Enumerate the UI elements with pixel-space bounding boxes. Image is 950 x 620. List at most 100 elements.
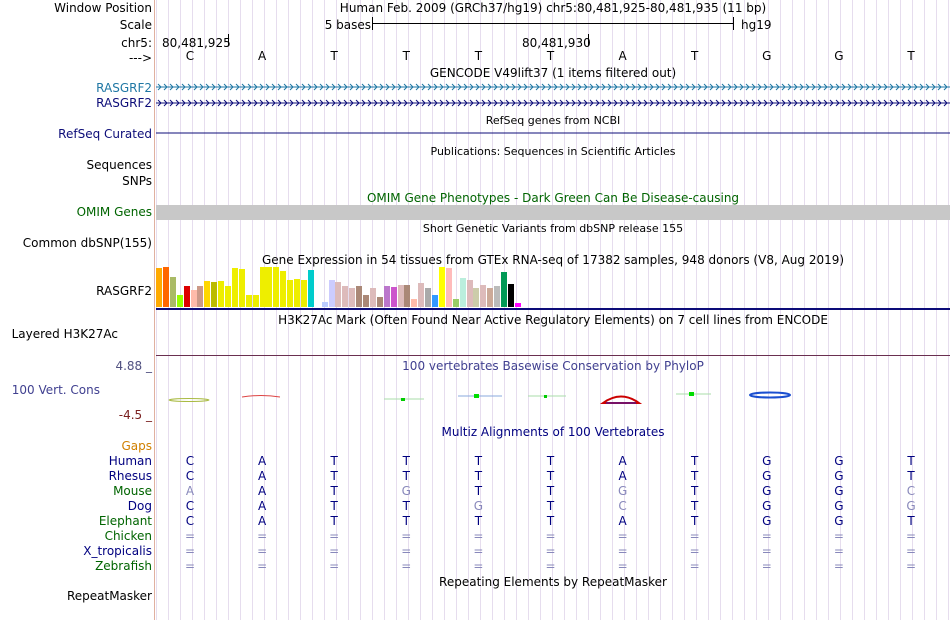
gtex-tissue-bar[interactable]	[452, 299, 459, 307]
gaps-label[interactable]: Gaps	[121, 439, 152, 453]
track-area[interactable]: Human Feb. 2009 (GRCh37/hg19) chr5:80,48…	[156, 0, 950, 620]
species-label[interactable]: Rhesus	[108, 469, 152, 483]
sequences-label[interactable]: Sequences	[86, 158, 152, 172]
gtex-tissue-bar[interactable]	[287, 280, 294, 307]
gtex-tissue-bar[interactable]	[204, 281, 211, 307]
gtex-tissue-bar[interactable]	[211, 282, 218, 307]
gtex-tissue-bar[interactable]	[280, 271, 287, 307]
gtex-label[interactable]: RASGRF2	[96, 284, 152, 298]
strand-chevron	[691, 99, 696, 107]
aligned-base: C	[185, 454, 195, 468]
cons-label[interactable]: 100 Vert. Cons	[11, 383, 100, 397]
strand-chevron	[313, 83, 318, 91]
gtex-tissue-bar[interactable]	[356, 286, 363, 307]
gtex-tissue-bar[interactable]	[342, 286, 349, 307]
gtex-tissue-bar[interactable]	[266, 267, 273, 307]
gtex-tissue-bar[interactable]	[418, 283, 425, 307]
strand-chevron	[283, 99, 288, 107]
strand-chevron	[919, 83, 924, 91]
aligned-base: =	[401, 559, 412, 573]
window-position-label: Window Position	[54, 1, 152, 15]
gtex-tissue-bar[interactable]	[197, 286, 204, 307]
gtex-tissue-bar[interactable]	[466, 280, 473, 307]
species-label[interactable]: Dog	[127, 499, 152, 513]
gtex-tissue-bar[interactable]	[501, 272, 507, 307]
gtex-tissue-bar[interactable]	[425, 288, 432, 307]
gtex-tissue-bar[interactable]	[480, 285, 487, 307]
gtex-tissue-bar[interactable]	[300, 280, 307, 307]
gencode-gene-2[interactable]	[156, 99, 950, 107]
gtex-tissue-bar[interactable]	[349, 288, 356, 307]
gencode-gene-1[interactable]	[156, 83, 950, 91]
strand-chevron	[805, 83, 810, 91]
gtex-tissue-bar[interactable]	[514, 303, 521, 307]
gtex-tissue-bar[interactable]	[494, 286, 501, 307]
gtex-tissue-bar[interactable]	[328, 280, 335, 307]
gtex-tissue-bar[interactable]	[156, 268, 162, 307]
species-label[interactable]: Elephant	[98, 514, 152, 528]
h3k27-label[interactable]: Layered H3K27Ac	[11, 327, 118, 341]
gtex-tissue-bar[interactable]	[225, 286, 231, 307]
gtex-tissue-bar[interactable]	[314, 303, 321, 307]
gtex-tissue-bar[interactable]	[238, 269, 245, 307]
gtex-tissue-bar[interactable]	[390, 287, 397, 307]
gtex-tissue-bar[interactable]	[335, 282, 342, 307]
gtex-tissue-bar[interactable]	[411, 299, 418, 307]
gtex-tissue-bar[interactable]	[383, 286, 390, 307]
gtex-tissue-bar[interactable]	[521, 301, 528, 307]
strand-chevron	[487, 83, 492, 91]
cons-glyphs[interactable]	[156, 385, 950, 415]
species-label[interactable]: Zebrafish	[95, 559, 152, 573]
snps-label[interactable]: SNPs	[122, 174, 152, 188]
gtex-tissue-bar[interactable]	[218, 281, 225, 307]
gtex-tissue-bar[interactable]	[259, 267, 266, 307]
gtex-tissue-bar[interactable]	[190, 290, 197, 307]
strand-chevron	[481, 83, 486, 91]
gtex-tissue-bar[interactable]	[363, 295, 369, 307]
repeatmasker-label[interactable]: RepeatMasker	[66, 589, 152, 603]
gtex-tissue-bar[interactable]	[307, 270, 314, 307]
strand-chevron	[697, 99, 702, 107]
reference-base: G	[762, 49, 772, 63]
gtex-tissue-bar[interactable]	[321, 302, 328, 307]
gencode-item-label-2[interactable]: RASGRF2	[96, 96, 152, 110]
omim-label[interactable]: OMIM Genes	[76, 205, 152, 219]
gtex-tissue-bar[interactable]	[169, 277, 176, 307]
gtex-tissue-bar[interactable]	[487, 288, 494, 307]
aligned-base: T	[474, 514, 483, 528]
strand-chevron	[811, 83, 816, 91]
gtex-tissue-bar[interactable]	[273, 267, 280, 307]
gtex-tissue-bar[interactable]	[294, 279, 300, 307]
gtex-tissue-bar[interactable]	[369, 288, 376, 307]
gencode-item-label-1[interactable]: RASGRF2	[96, 81, 152, 95]
gtex-bar-chart[interactable]	[156, 267, 950, 307]
gtex-tissue-bar[interactable]	[404, 285, 411, 307]
omim-bar[interactable]	[156, 205, 950, 220]
gtex-tissue-bar[interactable]	[438, 267, 445, 307]
gtex-tissue-bar[interactable]	[245, 295, 252, 307]
strand-chevron	[865, 83, 870, 91]
gtex-tissue-bar[interactable]	[176, 295, 183, 307]
refseq-label[interactable]: RefSeq Curated	[58, 127, 152, 141]
strand-chevron	[925, 99, 930, 107]
gtex-tissue-bar[interactable]	[507, 284, 514, 307]
aligned-base: =	[689, 529, 700, 543]
species-label[interactable]: Chicken	[104, 529, 152, 543]
gtex-tissue-bar[interactable]	[445, 268, 452, 307]
species-label[interactable]: Human	[108, 454, 152, 468]
gtex-tissue-bar[interactable]	[397, 285, 404, 307]
gtex-tissue-bar[interactable]	[252, 295, 259, 307]
gtex-tissue-bar[interactable]	[183, 286, 190, 307]
gtex-tissue-bar[interactable]	[432, 295, 438, 307]
dbsnp-label[interactable]: Common dbSNP(155)	[22, 236, 152, 250]
gtex-tissue-bar[interactable]	[459, 278, 466, 307]
gtex-tissue-bar[interactable]	[376, 297, 383, 307]
gtex-tissue-bar[interactable]	[231, 268, 238, 307]
gtex-tissue-bar[interactable]	[473, 288, 480, 307]
species-label[interactable]: X_tropicalis	[83, 544, 152, 558]
strand-chevron	[631, 99, 636, 107]
gtex-tissue-bar[interactable]	[162, 267, 169, 307]
gtex-baseline	[156, 308, 950, 310]
aligned-base: =	[329, 544, 340, 558]
species-label[interactable]: Mouse	[113, 484, 152, 498]
